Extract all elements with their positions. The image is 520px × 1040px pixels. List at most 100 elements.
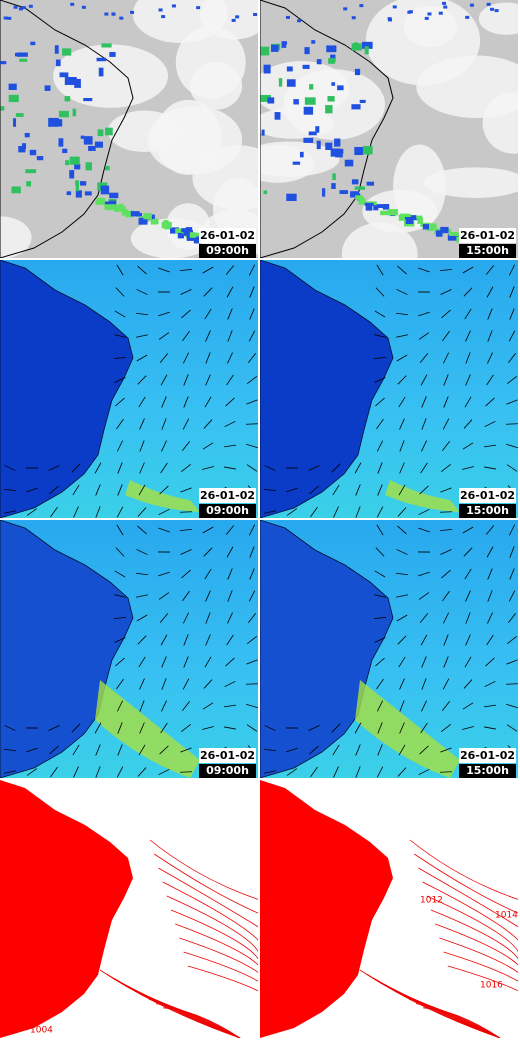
land-isobars: [260, 780, 393, 1038]
rain-band: [429, 223, 437, 230]
wind-arrow: [136, 614, 148, 622]
wind-arrow: [116, 418, 124, 430]
rain-cell: [44, 85, 51, 91]
wind-arrow: [94, 722, 102, 734]
wind-arrow: [398, 656, 406, 668]
wind-arrow: [464, 308, 472, 320]
wind-arrow: [421, 396, 427, 408]
rain-cell: [231, 18, 236, 22]
rain-cell: [13, 5, 18, 9]
wind-arrow: [310, 766, 318, 778]
rain-cell: [85, 162, 93, 171]
wind-arrow: [204, 396, 212, 408]
rain-band: [189, 232, 197, 238]
wind-arrow: [246, 703, 258, 709]
isobar-label: 1012: [420, 896, 443, 906]
wind-arrow: [115, 657, 125, 667]
wind-arrow: [487, 612, 493, 624]
wind-arrow: [396, 594, 408, 598]
map-panel: [0, 780, 258, 1038]
wind-arrow: [114, 594, 126, 598]
wind-arrow: [374, 334, 386, 338]
wind-arrow: [136, 354, 148, 362]
time-label: 09:00h: [206, 244, 249, 257]
map-panel: [0, 260, 258, 518]
wind-arrow: [161, 440, 167, 452]
rain-cell: [30, 41, 36, 46]
wind-arrow: [441, 701, 451, 711]
time-label: 15:00h: [466, 504, 509, 517]
rain-band: [177, 232, 184, 239]
rain-band: [373, 205, 379, 211]
wind-arrow: [264, 465, 276, 471]
wind-arrow: [442, 612, 450, 624]
wind-arrow: [116, 440, 124, 452]
wind-arrow: [465, 352, 471, 364]
wind-arrow: [420, 722, 428, 734]
wind-arrow: [286, 487, 298, 493]
wind-arrow: [26, 747, 38, 753]
wind-arrow: [376, 678, 384, 690]
isobar-label: 1004: [30, 1026, 53, 1036]
wind-arrow: [399, 700, 405, 712]
rain-cell: [69, 170, 75, 179]
wind-arrow: [463, 287, 473, 297]
wind-arrow: [263, 748, 277, 752]
land-wind: [260, 520, 394, 778]
wind-arrow: [374, 570, 386, 578]
rain-cell: [359, 4, 364, 8]
rain-cell: [104, 12, 109, 16]
wind-arrow: [508, 590, 516, 602]
strong-wind: [355, 680, 460, 778]
wind-arrow: [181, 441, 191, 451]
wind-arrow: [205, 352, 211, 364]
wind-arrow: [114, 570, 126, 578]
wind-arrow: [418, 527, 430, 533]
rain-cell: [74, 78, 81, 88]
wind-arrow: [204, 656, 212, 668]
wind-arrow: [509, 568, 515, 580]
wind-arrow: [398, 744, 406, 756]
wind-arrow: [204, 308, 212, 320]
rain-band: [365, 203, 373, 211]
wind-arrow: [158, 592, 170, 600]
wind-arrow: [205, 590, 211, 602]
wind-arrow: [508, 264, 516, 276]
wind-arrow: [247, 613, 257, 623]
wind-arrow: [376, 418, 384, 430]
wind-arrow: [464, 396, 472, 408]
wind-arrow: [139, 440, 145, 452]
wind-arrow: [376, 700, 384, 712]
rain-cell: [309, 84, 314, 90]
wind-arrow: [286, 747, 298, 753]
wind-arrow: [72, 744, 80, 756]
wind-arrow: [114, 310, 126, 318]
wind-arrow: [395, 312, 409, 316]
wind-arrow: [442, 590, 450, 602]
wind-arrow: [486, 286, 494, 298]
wind-arrow: [506, 464, 518, 472]
rain-cell: [19, 58, 28, 62]
wind-arrow: [182, 352, 190, 364]
strong-wind: [385, 480, 460, 512]
wind-arrow: [158, 527, 170, 533]
wind-arrow: [374, 310, 386, 318]
time-label: 15:00h: [466, 244, 509, 257]
wind-arrow: [507, 376, 517, 384]
rain-cell: [267, 97, 275, 104]
wind-arrow: [442, 352, 450, 364]
wind-arrow: [443, 374, 449, 386]
rain-cell: [387, 17, 392, 21]
rain-cell: [427, 12, 432, 16]
rain-band: [143, 213, 152, 220]
wind-arrow: [246, 659, 258, 665]
rain-cell: [286, 193, 297, 201]
wind-arrow: [442, 678, 450, 690]
wind-arrow: [396, 549, 408, 555]
wind-arrow: [224, 726, 236, 730]
date-label: 26-01-02: [460, 229, 515, 242]
wind-arrow: [205, 374, 211, 386]
rain-band: [125, 210, 134, 218]
wind-arrow: [158, 508, 170, 516]
time-label: 09:00h: [206, 764, 249, 777]
